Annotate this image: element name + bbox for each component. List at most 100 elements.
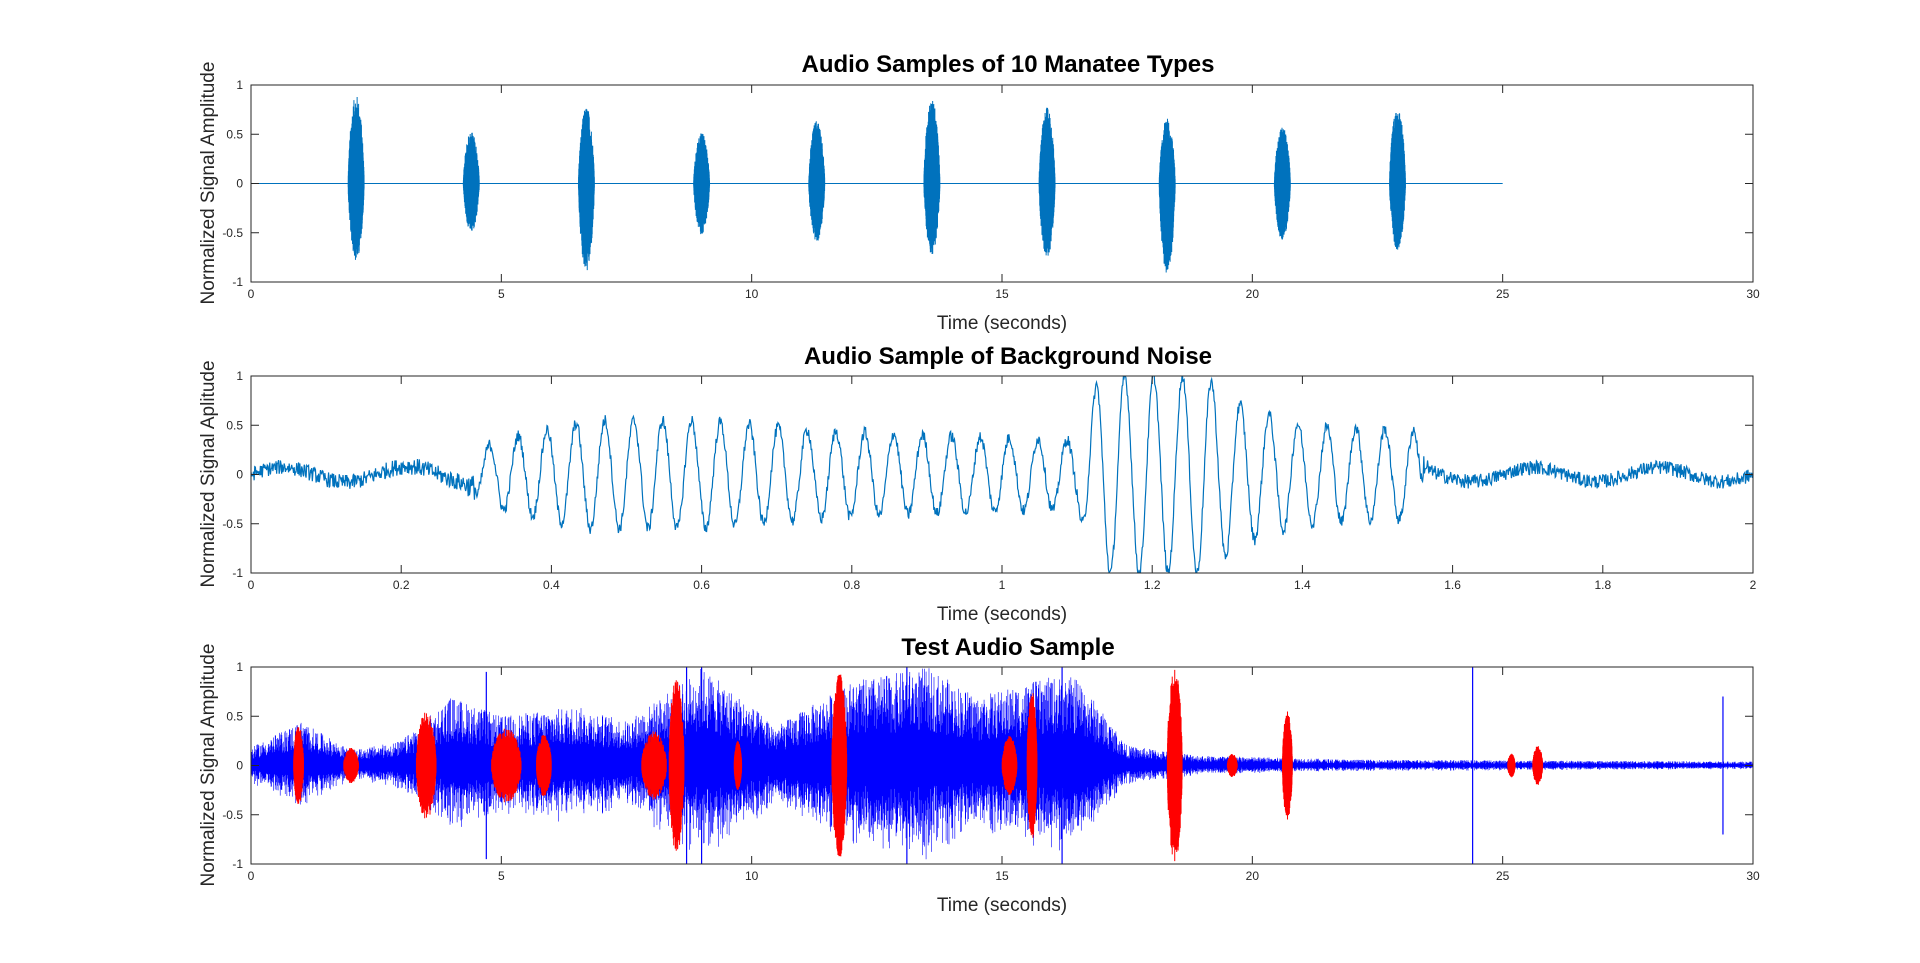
manatee-burst (347, 97, 365, 260)
detected-segment-points (1166, 669, 1183, 862)
y-tick-label: -0.5 (222, 808, 243, 822)
y-tick-label: -1 (232, 275, 243, 289)
detected-segment (1281, 711, 1293, 820)
panel-2-ticks: 0 0.2 0.4 0.6 0.8 1 1.2 1.4 1.6 1.8 2 -1 -0.5 0 0.5 1 (222, 369, 1756, 592)
panel-1-plot (251, 97, 1503, 273)
manatee-burst (693, 133, 711, 235)
manatee-burst (923, 101, 941, 254)
x-tick-label: 15 (995, 287, 1009, 301)
x-tick-label: 1.2 (1144, 578, 1161, 592)
panel-3-xlabel: Time (seconds) (937, 895, 1067, 916)
x-tick-label: 0 (248, 869, 255, 883)
detected-segment (1507, 753, 1516, 778)
detected-segment (536, 735, 552, 796)
y-tick-label: 0 (236, 468, 243, 482)
manatee-burst (1158, 118, 1176, 273)
manatee-burst (1038, 107, 1056, 256)
panel-1-ticks: 0 5 10 15 20 25 30 -1 -0.5 0 0.5 1 (222, 78, 1760, 301)
detected-segment (1532, 746, 1544, 785)
panel-1-manatee-samples: Audio Samples of 10 Manatee Types 0 5 10 15… (198, 51, 1760, 334)
x-tick-label: 1.6 (1444, 578, 1461, 592)
x-tick-label: 20 (1246, 869, 1260, 883)
x-tick-label: 1.4 (1294, 578, 1311, 592)
burst-waveform (1273, 127, 1291, 240)
burst-waveform (693, 133, 711, 235)
detected-segment-points (831, 674, 848, 857)
panel-2-background-noise: Audio Sample of Background Noise 0 0.2 0.4… (198, 343, 1757, 625)
panel-2-xlabel: Time (seconds) (937, 604, 1067, 625)
detected-segment-points (1532, 746, 1544, 785)
detected-segment-points (1281, 711, 1293, 820)
panel-2-plot (251, 376, 1753, 573)
x-tick-label: 5 (498, 869, 505, 883)
y-tick-label: -0.5 (222, 226, 243, 240)
x-tick-label: 30 (1746, 287, 1760, 301)
panel-1-ylabel: Normalized Signal Amplitude (198, 62, 219, 305)
x-tick-label: 25 (1496, 869, 1510, 883)
detected-segment (415, 712, 437, 819)
detected-segment-points (415, 712, 437, 819)
x-tick-label: 10 (745, 287, 759, 301)
detected-segment (733, 740, 743, 791)
detected-segment-points (641, 731, 667, 800)
x-tick-label: 15 (995, 869, 1009, 883)
burst-waveform (923, 101, 941, 254)
panel-1-xlabel: Time (seconds) (937, 313, 1067, 334)
detected-segment (343, 748, 359, 783)
detected-segment (1166, 669, 1183, 862)
y-tick-label: -1 (232, 566, 243, 580)
x-tick-label: 0.8 (843, 578, 860, 592)
burst-waveform (347, 97, 365, 260)
detected-segment-points (1507, 753, 1516, 778)
detected-segment-points (1226, 754, 1238, 777)
burst-waveform (462, 132, 480, 231)
x-tick-label: 0 (248, 578, 255, 592)
y-tick-label: 0 (236, 177, 243, 191)
detected-segment-points (668, 680, 685, 851)
y-tick-label: 0 (236, 759, 243, 773)
manatee-burst (577, 108, 595, 271)
x-tick-label: 1 (999, 578, 1006, 592)
detected-segment (491, 728, 522, 803)
panel-2-title: Audio Sample of Background Noise (804, 343, 1212, 370)
detected-segment (1026, 693, 1038, 838)
panel-3-ylabel: Normalized Signal Amplitude (198, 644, 219, 887)
x-tick-label: 20 (1246, 287, 1260, 301)
x-tick-label: 0.6 (693, 578, 710, 592)
noise-waveform (251, 376, 1753, 573)
manatee-burst (808, 121, 826, 241)
y-tick-label: 0.5 (226, 709, 243, 723)
burst-waveform (808, 121, 826, 241)
detected-segment-points (536, 735, 552, 796)
burst-waveform (1158, 118, 1176, 273)
panel-3-title: Test Audio Sample (901, 634, 1114, 661)
detected-segment-points (491, 728, 522, 803)
x-tick-label: 0 (248, 287, 255, 301)
y-tick-label: 0.5 (226, 418, 243, 432)
x-tick-label: 1.8 (1594, 578, 1611, 592)
x-tick-label: 30 (1746, 869, 1760, 883)
detected-segment (1001, 736, 1018, 795)
burst-waveform (577, 108, 595, 271)
detected-segment-points (343, 748, 359, 783)
panel-3-test-sample: Test Audio Sample 0 5 10 15 20 25 30 -1 -0.5 0 0.5… (198, 634, 1760, 916)
panel-3-plot (251, 667, 1753, 864)
detected-segment-points (733, 740, 743, 791)
x-tick-label: 5 (498, 287, 505, 301)
x-tick-label: 10 (745, 869, 759, 883)
y-tick-label: -1 (232, 857, 243, 871)
x-tick-label: 25 (1496, 287, 1510, 301)
detected-segment (1226, 754, 1238, 777)
detected-segment (641, 731, 667, 800)
y-tick-label: 1 (236, 660, 243, 674)
detected-segment (831, 674, 848, 857)
detected-segment (668, 680, 685, 851)
detected-segment (293, 727, 304, 804)
panel-3-ticks: 0 5 10 15 20 25 30 -1 -0.5 0 0.5 1 (222, 660, 1760, 883)
manatee-burst (462, 132, 480, 231)
burst-waveform (1389, 112, 1406, 250)
panel-1-title: Audio Samples of 10 Manatee Types (801, 51, 1214, 78)
x-tick-label: 0.4 (543, 578, 560, 592)
